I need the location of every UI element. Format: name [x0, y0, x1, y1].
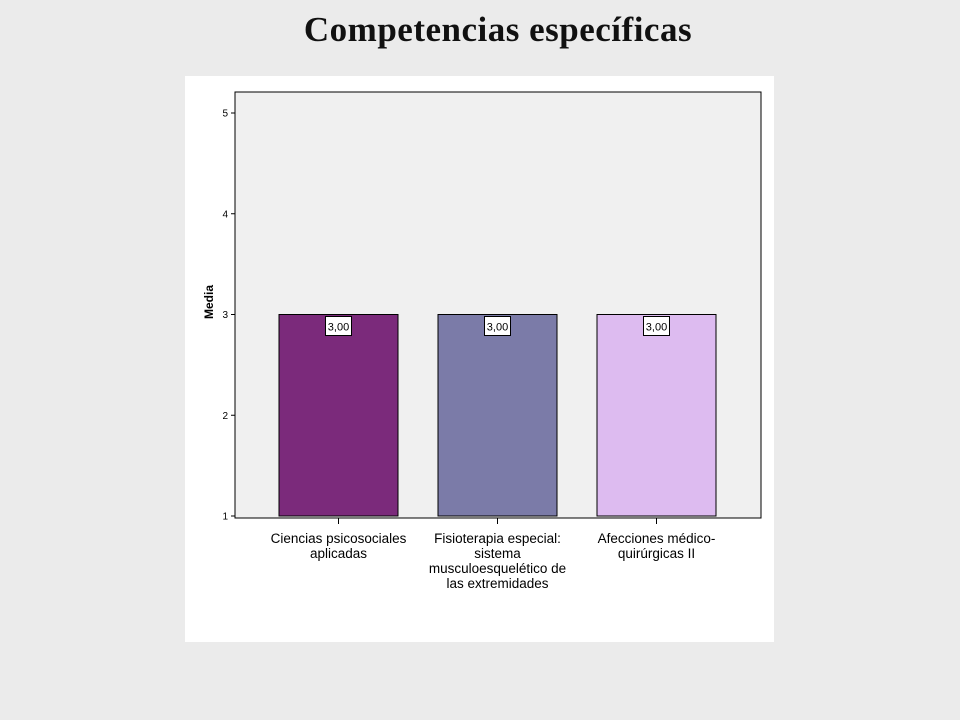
data-label-box [484, 316, 511, 336]
y-axis-label: Media [202, 285, 216, 319]
y-tick-label: 5 [222, 109, 228, 120]
x-tick-label: Afecciones médico-quirúrgicas II [598, 531, 716, 561]
bar-chart: 1 2 3 4 5 3,00 3,00 3,00 Ciencias psicosociale… [202, 91, 762, 591]
data-label: 3,00 [646, 322, 667, 334]
data-label: 3,00 [487, 322, 508, 334]
bar [278, 314, 399, 517]
data-label-box [643, 316, 670, 336]
y-tick-label: 2 [222, 411, 228, 422]
y-tick-label: 1 [222, 512, 228, 523]
x-tick-label: Ciencias psicosociales aplicadas [271, 531, 407, 561]
slide-title: Competencias específicas [303, 10, 693, 49]
data-label: 3,00 [328, 322, 349, 334]
y-axis: 1 2 3 4 5 [222, 109, 235, 523]
chart-panel: 1 2 3 4 5 3,00 3,00 3,00 Ciencias psicosociale… [185, 76, 774, 642]
x-axis: Ciencias psicosociales aplicadas Fisiotera… [271, 518, 716, 591]
x-tick-label: Fisioterapia especial: sistema musculoesqu… [429, 531, 566, 591]
bars: 3,00 3,00 3,00 [278, 314, 717, 517]
bar [596, 314, 717, 517]
y-tick-label: 4 [222, 209, 228, 220]
data-label-box [325, 316, 352, 336]
y-tick-label: 3 [222, 310, 228, 321]
bar [437, 314, 558, 517]
